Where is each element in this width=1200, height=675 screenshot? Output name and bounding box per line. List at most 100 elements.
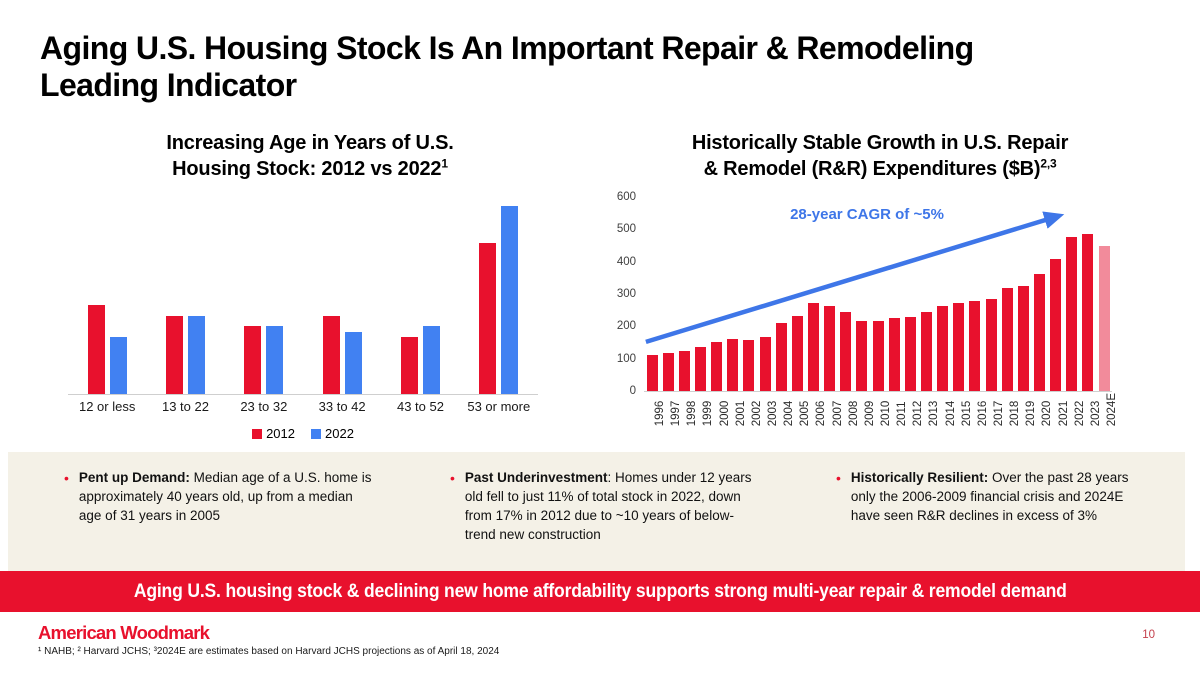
bar-slot-2002 xyxy=(741,197,757,391)
bar-2009 xyxy=(856,320,868,391)
bar-1997 xyxy=(662,352,674,391)
bar-2004 xyxy=(775,322,787,391)
y-axis: 0 100 200 300 400 500 600 xyxy=(600,191,644,397)
bar-slot-2021 xyxy=(1048,197,1064,391)
housing-age-plot: 12 or less 13 to 22 23 to 32 33 to 42 43 to … xyxy=(68,196,538,441)
bar-1998 xyxy=(678,351,690,391)
bar-2018 xyxy=(1001,287,1013,391)
x-tick-slot-1999: 1999 xyxy=(700,393,716,427)
bar-2010 xyxy=(872,320,884,391)
bar-1996 xyxy=(646,355,658,391)
bar-slot-2010 xyxy=(870,197,886,391)
housing-age-category-labels: 12 or less 13 to 22 23 to 32 33 to 42 43 to … xyxy=(68,399,538,414)
cagr-annotation: 28-year CAGR of ~5% xyxy=(790,206,944,223)
legend-swatch-2022 xyxy=(311,428,321,439)
x-axis-labels: 1996 1997 1998 1999 2000 2001 2002 2003 2004 2005… xyxy=(652,393,1120,426)
footnote: ¹ NAHB; ² Harvard JCHS; ³2024E are estim… xyxy=(38,646,500,657)
bar-slot-2003 xyxy=(757,197,773,391)
category-label-23-to-32: 23 to 32 xyxy=(240,399,288,414)
footnote-ref-1: 1 xyxy=(441,156,448,171)
x-tick-2013: 2013 xyxy=(928,400,941,427)
bar-2023 xyxy=(1082,234,1094,391)
x-tick-2018: 2018 xyxy=(1009,400,1022,427)
bar-2022-23-to-32 xyxy=(266,326,284,394)
x-tick-slot-2005: 2005 xyxy=(797,393,813,427)
category-label-53-or-more: 53 or more xyxy=(467,399,531,414)
bar-slot-2019 xyxy=(1015,197,1031,391)
company-logo: American Woodmark xyxy=(38,622,210,643)
bar-slot-2018 xyxy=(999,197,1015,391)
bar-2012-43-to-52 xyxy=(400,336,418,394)
bar-2014 xyxy=(937,306,949,391)
bar-2006 xyxy=(807,303,819,391)
bar-2012-33-to-42 xyxy=(322,315,340,394)
page-number: 10 xyxy=(1142,629,1155,641)
bar-2024E xyxy=(1098,245,1110,391)
y-tick-0: 0 xyxy=(629,385,636,397)
bar-slot-2000 xyxy=(709,197,725,391)
x-tick-2020: 2020 xyxy=(1041,400,1054,427)
bar-slot-1999 xyxy=(692,197,708,391)
x-tick-2014: 2014 xyxy=(944,400,957,427)
x-tick-slot-2016: 2016 xyxy=(975,393,991,427)
housing-age-chart-title-text: Increasing Age in Years of U.S. Housing … xyxy=(166,132,454,180)
x-tick-slot-1996: 1996 xyxy=(652,393,668,427)
x-tick-2005: 2005 xyxy=(799,400,812,427)
bar-slot-1998 xyxy=(676,197,692,391)
x-tick-slot-1997: 1997 xyxy=(668,393,684,427)
x-tick-slot-2017: 2017 xyxy=(991,393,1007,427)
x-tick-slot-2018: 2018 xyxy=(1007,393,1023,427)
bar-2003 xyxy=(759,337,771,391)
x-tick-slot-2011: 2011 xyxy=(894,393,910,427)
legend-item-2022: 2022 xyxy=(311,426,354,441)
x-tick-2004: 2004 xyxy=(783,400,796,427)
rr-expenditures-chart-title-text: Historically Stable Growth in U.S. Repai… xyxy=(691,132,1069,180)
bar-group-43-to-52 xyxy=(381,196,459,394)
bar-2019 xyxy=(1017,285,1029,391)
bar-2022 xyxy=(1066,237,1078,391)
bullet-marker: • xyxy=(64,470,69,486)
bar-2007 xyxy=(824,306,836,391)
x-tick-2021: 2021 xyxy=(1057,400,1070,427)
x-tick-2016: 2016 xyxy=(976,400,989,427)
bar-2013 xyxy=(920,312,932,391)
bar-2020 xyxy=(1033,274,1045,391)
bar-2012-12-or-less xyxy=(87,305,105,394)
x-tick-2019: 2019 xyxy=(1025,400,1038,427)
y-tick-100: 100 xyxy=(616,352,636,365)
x-tick-slot-1998: 1998 xyxy=(684,393,700,427)
x-tick-2008: 2008 xyxy=(847,400,860,427)
bar-2001 xyxy=(727,338,739,391)
legend-item-2012: 2012 xyxy=(252,426,295,441)
x-tick-2015: 2015 xyxy=(960,400,973,427)
bar-2021 xyxy=(1050,259,1062,391)
x-tick-slot-2021: 2021 xyxy=(1056,393,1072,427)
bullet-text: Historically Resilient: Over the past 28… xyxy=(850,470,1129,523)
bullet-past-underinvestment: • Past Underinvestment: Homes under 12 y… xyxy=(450,469,762,571)
x-tick-2017: 2017 xyxy=(993,400,1006,427)
bar-2022-13-to-22 xyxy=(187,315,205,394)
x-tick-slot-2000: 2000 xyxy=(717,393,733,427)
bar-slot-1996 xyxy=(644,197,660,391)
legend-swatch-2012 xyxy=(252,428,263,439)
bar-2012-13-to-22 xyxy=(165,315,183,394)
x-tick-slot-2009: 2009 xyxy=(862,393,878,427)
x-tick-slot-2012: 2012 xyxy=(910,393,926,427)
bar-2011 xyxy=(888,317,900,391)
x-tick-slot-2019: 2019 xyxy=(1023,393,1039,427)
category-label-12-or-less: 12 or less xyxy=(78,399,136,414)
x-tick-slot-2020: 2020 xyxy=(1039,393,1055,427)
x-tick-slot-2010: 2010 xyxy=(878,393,894,427)
bar-slot-2014 xyxy=(935,197,951,391)
bar-2012-23-to-32 xyxy=(244,326,262,394)
bar-group-13-to-22 xyxy=(146,196,224,394)
y-tick-200: 200 xyxy=(616,320,636,333)
x-tick-slot-2013: 2013 xyxy=(926,393,942,427)
slide-title: Aging U.S. Housing Stock Is An Important… xyxy=(40,30,974,104)
bar-slot-2015 xyxy=(951,197,967,391)
bullet-text: Pent up Demand: Median age of a U.S. hom… xyxy=(78,470,372,523)
y-tick-400: 400 xyxy=(616,255,636,268)
legend-label-2012: 2012 xyxy=(266,426,295,441)
bullet-text: Past Underinvestment: Homes under 12 yea… xyxy=(464,470,752,542)
bar-2000 xyxy=(711,341,723,391)
